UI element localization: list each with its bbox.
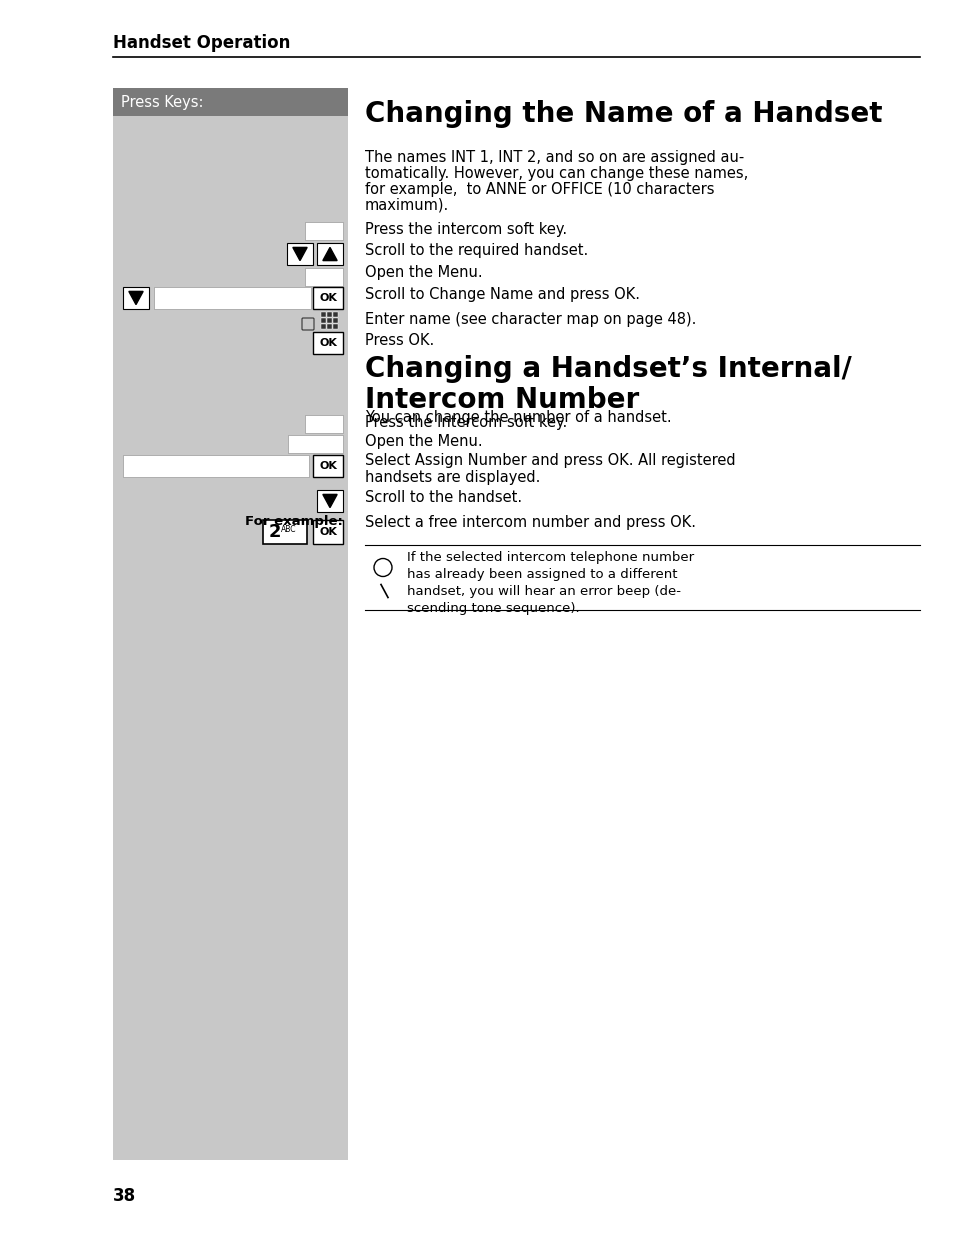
Circle shape — [374, 558, 392, 577]
Polygon shape — [129, 291, 143, 305]
Bar — [313, 287, 343, 309]
Polygon shape — [293, 247, 307, 261]
Text: Scroll to the required handset.: Scroll to the required handset. — [365, 243, 588, 258]
FancyBboxPatch shape — [263, 520, 307, 543]
Bar — [313, 332, 343, 354]
Bar — [316, 243, 343, 266]
Text: Open the Menu.: Open the Menu. — [365, 266, 482, 280]
Bar — [313, 454, 343, 477]
Bar — [305, 222, 343, 240]
Text: 2: 2 — [269, 522, 281, 541]
Text: maximum).: maximum). — [365, 198, 449, 212]
Bar — [112, 88, 348, 1160]
Bar — [305, 415, 343, 433]
Text: Select Assign Number and press OK. All registered
handsets are displayed.: Select Assign Number and press OK. All r… — [365, 453, 735, 485]
Text: OK: OK — [318, 527, 336, 537]
Text: You can change the number of a handset.: You can change the number of a handset. — [365, 410, 671, 425]
Bar — [320, 312, 326, 317]
Bar — [305, 268, 343, 287]
Bar — [123, 287, 149, 309]
Text: OK: OK — [318, 293, 336, 303]
Bar — [123, 454, 309, 477]
Text: Press OK.: Press OK. — [365, 333, 434, 348]
Bar — [287, 243, 313, 266]
Bar — [327, 312, 332, 317]
Text: Press the Intercom soft key.: Press the Intercom soft key. — [365, 415, 567, 430]
Bar — [288, 435, 343, 453]
Polygon shape — [322, 494, 336, 508]
Bar — [153, 287, 311, 309]
Text: Press the intercom soft key.: Press the intercom soft key. — [365, 222, 566, 237]
Text: Open the Menu.: Open the Menu. — [365, 433, 482, 450]
Bar — [313, 520, 343, 543]
Text: Scroll to the handset.: Scroll to the handset. — [365, 490, 521, 505]
Text: ABC: ABC — [281, 525, 296, 534]
Polygon shape — [322, 247, 336, 261]
Text: Handset Operation: Handset Operation — [112, 35, 290, 52]
Text: OK: OK — [318, 461, 336, 471]
Bar — [333, 324, 337, 329]
Bar — [112, 88, 348, 116]
Bar — [327, 324, 332, 329]
Text: The names INT 1, INT 2, and so on are assigned au-: The names INT 1, INT 2, and so on are as… — [365, 149, 743, 165]
Text: Changing the Name of a Handset: Changing the Name of a Handset — [365, 100, 882, 128]
Text: tomatically. However, you can change these names,: tomatically. However, you can change the… — [365, 165, 747, 182]
Text: Changing a Handset’s Internal/
Intercom Number: Changing a Handset’s Internal/ Intercom … — [365, 354, 851, 414]
Text: OK: OK — [318, 338, 336, 348]
Text: If the selected intercom telephone number
has already been assigned to a differe: If the selected intercom telephone numbe… — [407, 551, 694, 615]
Text: Select a free intercom number and press OK.: Select a free intercom number and press … — [365, 515, 696, 530]
Bar — [316, 490, 343, 513]
Text: For example:: For example: — [245, 515, 343, 529]
Text: Press Keys:: Press Keys: — [121, 95, 203, 110]
Text: 38: 38 — [112, 1187, 136, 1205]
Bar — [327, 317, 332, 324]
Bar — [320, 324, 326, 329]
Text: Enter name (see character map on page 48).: Enter name (see character map on page 48… — [365, 312, 696, 327]
Text: Scroll to Change Name and press OK.: Scroll to Change Name and press OK. — [365, 287, 639, 303]
Bar — [333, 312, 337, 317]
Bar — [320, 317, 326, 324]
Bar — [333, 317, 337, 324]
Text: for example,  to ANNE or OFFICE (10 characters: for example, to ANNE or OFFICE (10 chara… — [365, 182, 714, 198]
